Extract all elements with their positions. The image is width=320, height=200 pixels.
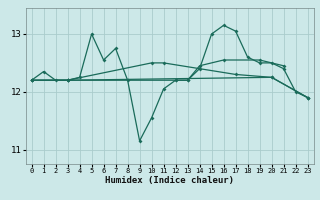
X-axis label: Humidex (Indice chaleur): Humidex (Indice chaleur) <box>105 176 234 185</box>
